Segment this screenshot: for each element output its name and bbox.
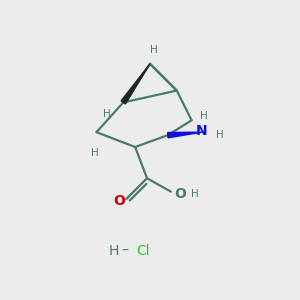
Text: H: H	[91, 148, 99, 158]
Text: O: O	[114, 194, 126, 208]
Polygon shape	[121, 64, 150, 104]
Text: H: H	[191, 189, 199, 199]
Polygon shape	[168, 132, 202, 138]
Text: N: N	[196, 124, 208, 138]
Text: H: H	[200, 111, 207, 121]
Text: H: H	[150, 46, 158, 56]
Text: –: –	[121, 244, 128, 258]
Text: O: O	[174, 187, 186, 201]
Text: H: H	[103, 109, 111, 119]
Text: Cl: Cl	[136, 244, 150, 258]
Text: H: H	[216, 130, 224, 140]
Text: H: H	[108, 244, 119, 258]
